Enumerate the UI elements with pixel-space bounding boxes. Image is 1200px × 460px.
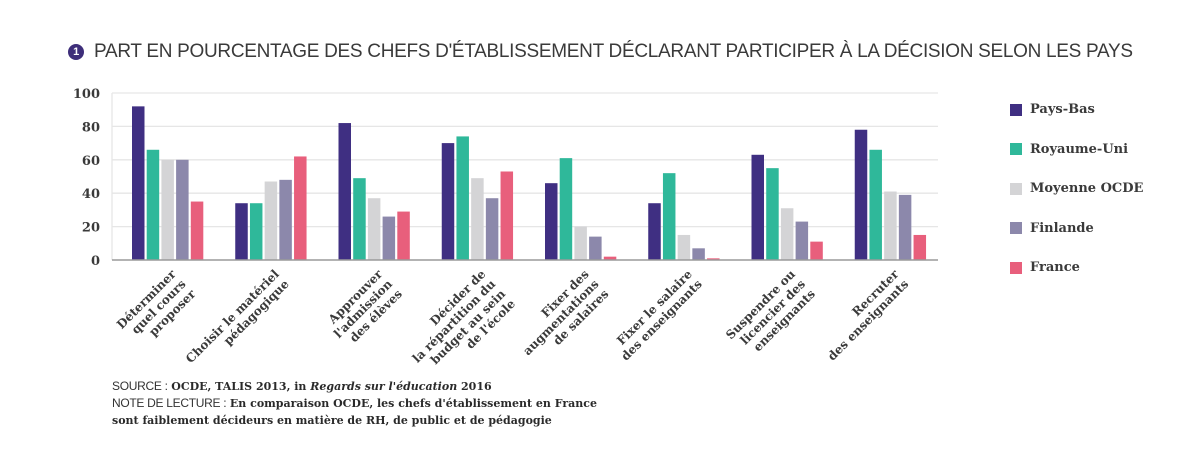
bar-finlande-5 <box>692 248 705 260</box>
legend-item: Royaume-Uni <box>1010 130 1143 170</box>
bar-royaume-uni-2 <box>353 178 366 260</box>
bar-royaume-uni-5 <box>662 173 676 260</box>
bar-pays-bas-6 <box>751 154 764 260</box>
bar-finlande-4 <box>589 236 602 260</box>
x-tick-label-text: Fixer desaugmentationsde salaires <box>510 267 611 368</box>
legend-item: France <box>1010 248 1143 288</box>
bar-pays-bas-4 <box>545 183 558 260</box>
bar-royaume-uni-3 <box>456 136 469 260</box>
bar-pays-bas-1 <box>235 203 248 260</box>
bar-france-6 <box>810 241 823 260</box>
note-line-1: NOTE DE LECTURE : En comparaison OCDE, l… <box>112 395 597 412</box>
bar-royaume-uni-4 <box>559 158 573 260</box>
x-tick-label-text: Approuverl'admissiondes élèves <box>321 267 405 351</box>
note-label: NOTE DE LECTURE : <box>112 396 227 410</box>
note-text-1: En comparaison OCDE, les chefs d'établis… <box>229 397 597 410</box>
legend-label: Finlande <box>1030 220 1094 236</box>
bar-finlande-7 <box>898 194 912 260</box>
bar-pays-bas-5 <box>648 203 661 260</box>
x-tick-label: Fixer le salairedes enseignants <box>608 267 705 364</box>
bar-france-1 <box>294 156 307 260</box>
bar-royaume-uni-6 <box>766 168 779 260</box>
y-tick-label: 100 <box>73 87 100 102</box>
bar-france-4 <box>603 256 617 260</box>
legend-label: Pays-Bas <box>1030 102 1095 118</box>
bar-finlande-3 <box>485 198 499 260</box>
bar-royaume-uni-1 <box>249 203 263 260</box>
x-tick-label-text: Décider dela répartition dubudget au sei… <box>400 267 518 370</box>
legend-swatch <box>1010 182 1022 195</box>
source-text-italic: Regards sur l'éducation <box>310 380 458 393</box>
bar-finlande-1 <box>279 179 292 260</box>
bar-royaume-uni-7 <box>869 149 882 260</box>
source-text-a: OCDE, TALIS 2013, in <box>171 380 311 393</box>
source-line: SOURCE : OCDE, TALIS 2013, in Regards su… <box>112 378 597 395</box>
x-tick-label-text: Suspendre oulicencier desenseignants <box>723 267 818 362</box>
note-line-2: sont faiblement décideurs en matière de … <box>112 412 597 429</box>
bar-france-2 <box>397 211 410 260</box>
chart-notes: SOURCE : OCDE, TALIS 2013, in Regards su… <box>112 378 597 429</box>
legend-swatch <box>1010 103 1022 116</box>
x-tick-label-text: Déterminerquel coursproposer <box>114 267 199 352</box>
x-tick-label-line: Choisir le matériel <box>183 267 282 366</box>
legend-item: Finlande <box>1010 209 1143 249</box>
bar-pays-bas-7 <box>854 129 868 260</box>
bar-pays-bas-3 <box>441 143 455 260</box>
bar-pays-bas-2 <box>338 123 351 260</box>
y-tick-label: 20 <box>82 221 100 236</box>
bar-finlande-0 <box>176 159 189 260</box>
bar-moyenne-ocde-0 <box>161 159 174 260</box>
bar-royaume-uni-0 <box>146 149 160 260</box>
bar-pays-bas-0 <box>132 106 145 260</box>
x-tick-label-text: Choisir le matérielpédagogique <box>183 267 292 370</box>
bar-chart: 0 20 40 60 80 100 Déterminerquel coursproposer… <box>73 87 938 370</box>
bar-moyenne-ocde-3 <box>471 178 484 260</box>
legend-swatch <box>1010 261 1022 274</box>
bar-finlande-2 <box>382 216 396 260</box>
chart-title: 1 PART EN POURCENTAGE DES CHEFS D'ÉTABLI… <box>68 41 1133 63</box>
bar-moyenne-ocde-7 <box>884 191 897 260</box>
y-tick-label: 40 <box>82 187 100 202</box>
legend-swatch <box>1010 143 1022 156</box>
legend-swatch <box>1010 222 1022 235</box>
y-tick-label: 60 <box>82 154 100 169</box>
legend-item: Moyenne OCDE <box>1010 169 1143 209</box>
x-tick-label-text: Recruterdes enseignants <box>815 267 912 364</box>
source-label: SOURCE : <box>112 379 168 393</box>
bar-moyenne-ocde-2 <box>367 198 381 260</box>
x-tick-label: Fixer desaugmentationsde salaires <box>510 267 611 368</box>
legend-item: Pays-Bas <box>1010 90 1143 130</box>
note-text-2: sont faiblement décideurs en matière de … <box>112 414 552 427</box>
y-tick-label: 80 <box>82 120 100 135</box>
bar-france-0 <box>190 201 204 260</box>
bar-finlande-6 <box>795 221 809 260</box>
x-tick-label: Décider dela répartition dubudget au sei… <box>400 267 519 370</box>
x-tick-label: Déterminerquel coursproposer <box>114 267 199 352</box>
legend-label: Royaume-Uni <box>1030 141 1129 157</box>
x-tick-label: Approuverl'admissiondes élèves <box>321 267 405 351</box>
bar-moyenne-ocde-1 <box>264 181 278 260</box>
legend-label: Moyenne OCDE <box>1030 181 1144 197</box>
legend: Pays-Bas Royaume-Uni Moyenne OCDE Finlande F… <box>1010 90 1143 288</box>
bar-france-3 <box>500 171 514 260</box>
y-tick-label: 0 <box>91 254 100 269</box>
bar-moyenne-ocde-6 <box>780 208 794 260</box>
x-tick-label: Suspendre oulicencier desenseignants <box>723 267 818 362</box>
figure-number-badge: 1 <box>68 44 84 60</box>
bar-france-5 <box>707 258 720 260</box>
x-tick-label-text: Fixer le salairedes enseignants <box>608 267 705 364</box>
chart-title-text: PART EN POURCENTAGE DES CHEFS D'ÉTABLISS… <box>94 41 1133 62</box>
source-text-b: 2016 <box>457 380 492 393</box>
x-tick-label: Recruterdes enseignants <box>815 267 912 364</box>
bar-moyenne-ocde-4 <box>574 226 587 260</box>
bar-moyenne-ocde-5 <box>677 234 691 260</box>
bar-france-7 <box>913 234 927 260</box>
legend-label: France <box>1030 260 1080 276</box>
x-tick-label: Choisir le matérielpédagogique <box>183 267 292 370</box>
